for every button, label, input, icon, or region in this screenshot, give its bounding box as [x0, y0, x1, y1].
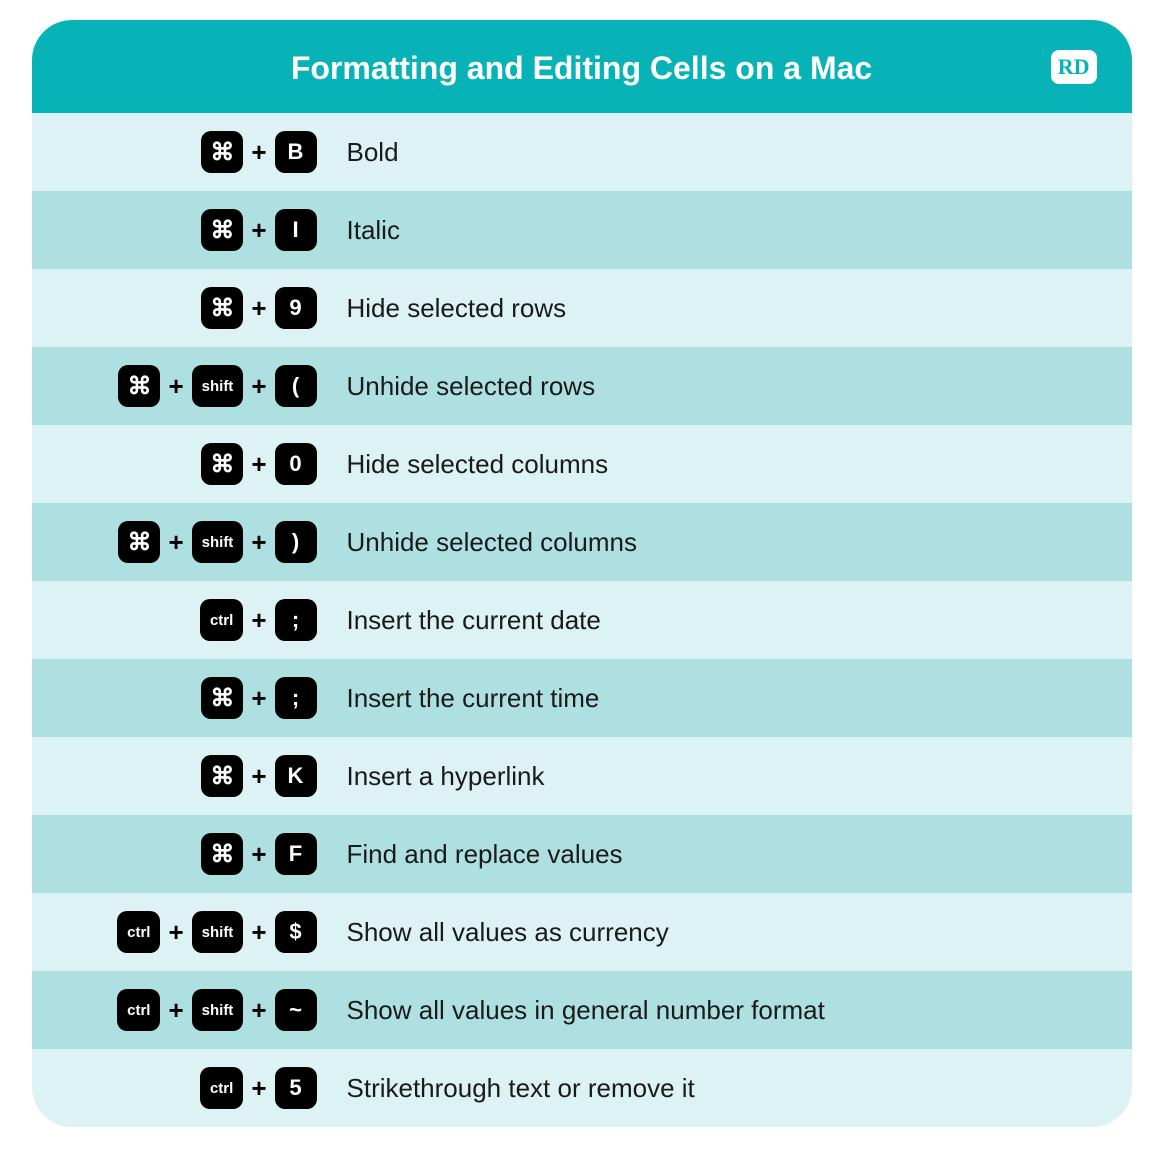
brand-logo: RD	[1051, 50, 1097, 84]
card-title: Formatting and Editing Cells on a Mac	[291, 50, 872, 87]
key: ~	[275, 989, 317, 1031]
shortcut-description: Unhide selected rows	[317, 371, 596, 402]
cmd-key: ⌘	[201, 677, 243, 719]
key: F	[275, 833, 317, 875]
plus-separator: +	[251, 917, 266, 948]
cmd-key: ⌘	[201, 287, 243, 329]
shortcut-row: ⌘+shift+)Unhide selected columns	[32, 503, 1132, 581]
keys-column: ⌘ + F	[62, 833, 317, 875]
shortcut-row: ⌘ + BBold	[32, 113, 1132, 191]
shortcut-description: Insert a hyperlink	[317, 761, 545, 792]
key: ;	[275, 599, 317, 641]
plus-separator: +	[251, 137, 266, 168]
key: (	[275, 365, 317, 407]
shortcut-row: ctrl +5Strikethrough text or remove it	[32, 1049, 1132, 1127]
cmd-key: ⌘	[201, 131, 243, 173]
keys-column: ⌘ + B	[62, 131, 317, 173]
plus-separator: +	[251, 215, 266, 246]
plus-separator: +	[168, 527, 183, 558]
plus-separator: +	[251, 371, 266, 402]
shortcut-row: ⌘ +0Hide selected columns	[32, 425, 1132, 503]
cmd-key: ⌘	[201, 833, 243, 875]
plus-separator: +	[168, 917, 183, 948]
keys-column: ⌘ +0	[62, 443, 317, 485]
shortcut-description: Bold	[317, 137, 399, 168]
keys-column: ⌘ +;	[62, 677, 317, 719]
plus-separator: +	[251, 293, 266, 324]
shortcut-description: Hide selected rows	[317, 293, 567, 324]
card-header: Formatting and Editing Cells on a Mac RD	[32, 20, 1132, 113]
shortcut-description: Find and replace values	[317, 839, 623, 870]
cmd-key: ⌘	[201, 755, 243, 797]
shortcut-description: Insert the current date	[317, 605, 601, 636]
shift-key: shift	[192, 911, 244, 953]
plus-separator: +	[251, 995, 266, 1026]
keys-column: ctrl+shift+$	[62, 911, 317, 953]
shortcut-row: ⌘ + IItalic	[32, 191, 1132, 269]
keys-column: ⌘ + K	[62, 755, 317, 797]
plus-separator: +	[251, 839, 266, 870]
ctrl-key: ctrl	[200, 599, 243, 641]
key: 5	[275, 1067, 317, 1109]
keys-column: ctrl +5	[62, 1067, 317, 1109]
shortcut-row: ⌘ + FFind and replace values	[32, 815, 1132, 893]
shortcut-row: ctrl+shift+~Show all values in general n…	[32, 971, 1132, 1049]
ctrl-key: ctrl	[117, 911, 160, 953]
shortcut-row: ⌘ +9Hide selected rows	[32, 269, 1132, 347]
keys-column: ⌘ + I	[62, 209, 317, 251]
shortcut-description: Italic	[317, 215, 400, 246]
plus-separator: +	[251, 449, 266, 480]
shortcut-description: Unhide selected columns	[317, 527, 638, 558]
shortcut-description: Hide selected columns	[317, 449, 609, 480]
ctrl-key: ctrl	[200, 1067, 243, 1109]
plus-separator: +	[168, 995, 183, 1026]
key: 9	[275, 287, 317, 329]
shortcut-row: ⌘ +;Insert the current time	[32, 659, 1132, 737]
shift-key: shift	[192, 521, 244, 563]
shortcut-description: Show all values in general number format	[317, 995, 825, 1026]
shortcut-card: Formatting and Editing Cells on a Mac RD…	[32, 20, 1132, 1127]
key: I	[275, 209, 317, 251]
plus-separator: +	[251, 605, 266, 636]
plus-separator: +	[251, 527, 266, 558]
shortcut-row: ⌘+shift+(Unhide selected rows	[32, 347, 1132, 425]
key: ;	[275, 677, 317, 719]
plus-separator: +	[168, 371, 183, 402]
plus-separator: +	[251, 683, 266, 714]
key: )	[275, 521, 317, 563]
shortcut-rows: ⌘+BBold⌘+IItalic⌘+9Hide selected rows⌘+s…	[32, 113, 1132, 1127]
plus-separator: +	[251, 761, 266, 792]
keys-column: ⌘ +9	[62, 287, 317, 329]
shortcut-description: Strikethrough text or remove it	[317, 1073, 695, 1104]
keys-column: ctrl +;	[62, 599, 317, 641]
keys-column: ⌘+shift+)	[62, 521, 317, 563]
shortcut-row: ⌘ + KInsert a hyperlink	[32, 737, 1132, 815]
shortcut-description: Show all values as currency	[317, 917, 669, 948]
ctrl-key: ctrl	[117, 989, 160, 1031]
shift-key: shift	[192, 365, 244, 407]
shortcut-row: ctrl +;Insert the current date	[32, 581, 1132, 659]
cmd-key: ⌘	[201, 209, 243, 251]
shortcut-description: Insert the current time	[317, 683, 600, 714]
cmd-key: ⌘	[118, 521, 160, 563]
key: 0	[275, 443, 317, 485]
keys-column: ⌘+shift+(	[62, 365, 317, 407]
key: $	[275, 911, 317, 953]
cmd-key: ⌘	[118, 365, 160, 407]
cmd-key: ⌘	[201, 443, 243, 485]
keys-column: ctrl+shift+~	[62, 989, 317, 1031]
key: B	[275, 131, 317, 173]
plus-separator: +	[251, 1073, 266, 1104]
key: K	[275, 755, 317, 797]
shift-key: shift	[192, 989, 244, 1031]
shortcut-row: ctrl+shift+$Show all values as currency	[32, 893, 1132, 971]
